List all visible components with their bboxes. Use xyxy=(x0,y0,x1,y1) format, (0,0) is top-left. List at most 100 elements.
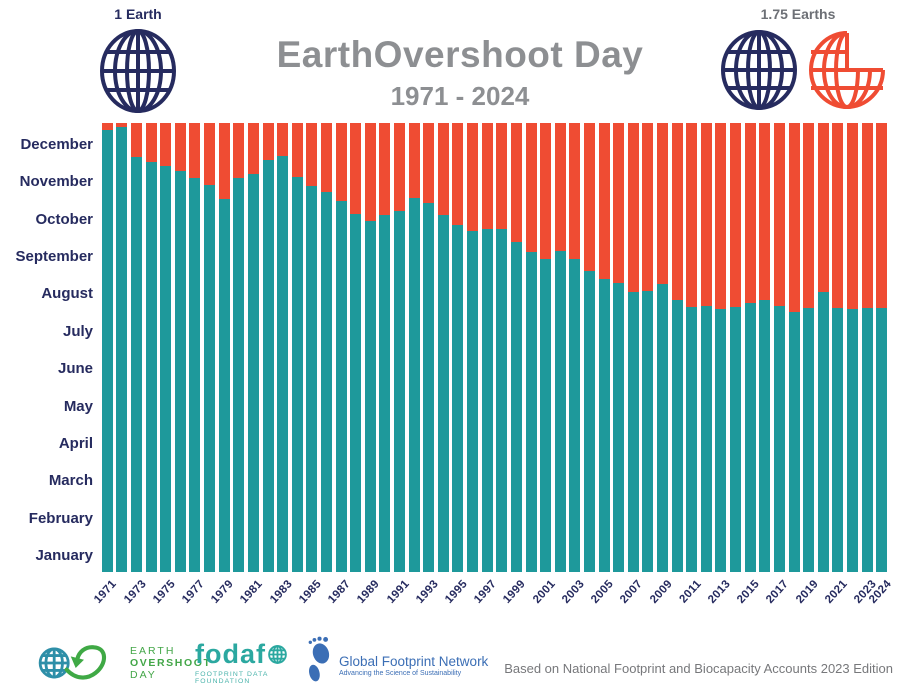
fodafo-tagline: FOOTPRINT DATA FOUNDATION xyxy=(195,671,269,685)
biocapacity-segment xyxy=(554,251,566,572)
year-bar-1981 xyxy=(247,123,259,572)
overshoot-segment xyxy=(671,123,683,300)
biocapacity-segment xyxy=(832,307,844,572)
overshoot-segment xyxy=(583,123,595,271)
overshoot-segment xyxy=(759,123,771,300)
overshoot-segment xyxy=(262,123,274,161)
overshoot-segment xyxy=(364,123,376,221)
year-bar-1996 xyxy=(467,123,479,572)
month-label-august: August xyxy=(41,285,93,303)
overshoot-segment xyxy=(247,123,259,175)
biocapacity-segment xyxy=(846,309,858,572)
biocapacity-segment xyxy=(773,306,785,572)
biocapacity-segment xyxy=(437,215,449,572)
biocapacity-segment xyxy=(350,214,362,572)
overshoot-segment xyxy=(686,123,698,307)
biocapacity-segment xyxy=(174,171,186,572)
biocapacity-segment xyxy=(598,279,610,572)
year-bar-2002 xyxy=(554,123,566,572)
year-bar-1982 xyxy=(262,123,274,572)
biocapacity-segment xyxy=(510,241,522,572)
biocapacity-segment xyxy=(189,177,201,572)
overshoot-segment xyxy=(437,123,449,216)
biocapacity-segment xyxy=(145,162,157,572)
year-bar-1978 xyxy=(204,123,216,572)
overshoot-segment xyxy=(335,123,347,201)
biocapacity-segment xyxy=(467,230,479,572)
global-footprint-network-logo: Global Footprint Network Advancing the S… xyxy=(306,635,488,685)
overshoot-segment xyxy=(700,123,712,307)
month-label-january: January xyxy=(35,547,93,565)
overshoot-segment xyxy=(204,123,216,185)
biocapacity-segment xyxy=(277,155,289,572)
overshoot-segment xyxy=(160,123,172,166)
year-bar-2012 xyxy=(700,123,712,572)
overshoot-segment xyxy=(218,123,230,199)
year-bar-2021 xyxy=(832,123,844,572)
biocapacity-segment xyxy=(481,228,493,572)
month-label-april: April xyxy=(58,435,93,453)
overshoot-segment xyxy=(657,123,669,284)
overshoot-segment xyxy=(116,123,128,127)
overshoot-segment xyxy=(145,123,157,163)
year-bar-1985 xyxy=(306,123,318,572)
overshoot-segment xyxy=(394,123,406,211)
overshoot-segment xyxy=(306,123,318,187)
biocapacity-segment xyxy=(671,299,683,572)
year-bar-1999 xyxy=(510,123,522,572)
year-bar-2019 xyxy=(803,123,815,572)
page-subtitle: 1971 - 2024 xyxy=(390,80,530,111)
overshoot-segment xyxy=(627,123,639,292)
year-bar-1991 xyxy=(394,123,406,572)
year-bar-1994 xyxy=(437,123,449,572)
overshoot-segment xyxy=(174,123,186,172)
year-bar-1973 xyxy=(131,123,143,572)
footprint-icon xyxy=(308,636,330,682)
biocapacity-segment xyxy=(262,160,274,572)
overshoot-segment xyxy=(510,123,522,242)
year-bar-2020 xyxy=(817,123,829,572)
overshoot-segment xyxy=(408,123,420,199)
month-label-november: November xyxy=(19,173,93,191)
year-bar-1995 xyxy=(452,123,464,572)
data-source-attribution: Based on National Footprint and Biocapac… xyxy=(504,661,893,676)
stacked-bar-plot xyxy=(100,123,889,572)
year-bar-1988 xyxy=(350,123,362,572)
overshoot-segment xyxy=(817,123,829,292)
gfn-text: Global Footprint Network Advancing the S… xyxy=(339,654,489,678)
biocapacity-segment xyxy=(364,220,376,572)
year-bar-2024 xyxy=(876,123,888,572)
overshoot-segment xyxy=(233,123,245,179)
overshoot-segment xyxy=(773,123,785,307)
overshoot-segment xyxy=(525,123,537,253)
biocapacity-segment xyxy=(218,198,230,572)
biocapacity-segment xyxy=(569,259,581,572)
biocapacity-segment xyxy=(540,259,552,572)
year-bar-2009 xyxy=(657,123,669,572)
overshoot-segment xyxy=(189,123,201,178)
year-bar-2015 xyxy=(744,123,756,572)
globe-icon xyxy=(721,30,797,110)
year-bar-2016 xyxy=(759,123,771,572)
year-bar-1972 xyxy=(116,123,128,572)
biocapacity-segment xyxy=(452,224,464,572)
biocapacity-segment xyxy=(204,184,216,572)
year-bar-2001 xyxy=(540,123,552,572)
biocapacity-segment xyxy=(160,165,172,572)
year-bar-2004 xyxy=(583,123,595,572)
year-bar-2000 xyxy=(525,123,537,572)
month-label-february: February xyxy=(28,509,93,527)
year-bar-1997 xyxy=(481,123,493,572)
overshoot-segment xyxy=(569,123,581,260)
biocapacity-segment xyxy=(715,309,727,572)
year-bar-2018 xyxy=(788,123,800,572)
overshoot-segment xyxy=(642,123,654,291)
year-bar-1992 xyxy=(408,123,420,572)
biocapacity-segment xyxy=(803,307,815,572)
fodafo-wordmark: fodaf xyxy=(195,641,315,668)
overshoot-segment xyxy=(861,123,873,308)
year-bar-2022 xyxy=(846,123,858,572)
month-label-december: December xyxy=(20,135,93,153)
overshoot-segment xyxy=(788,123,800,312)
